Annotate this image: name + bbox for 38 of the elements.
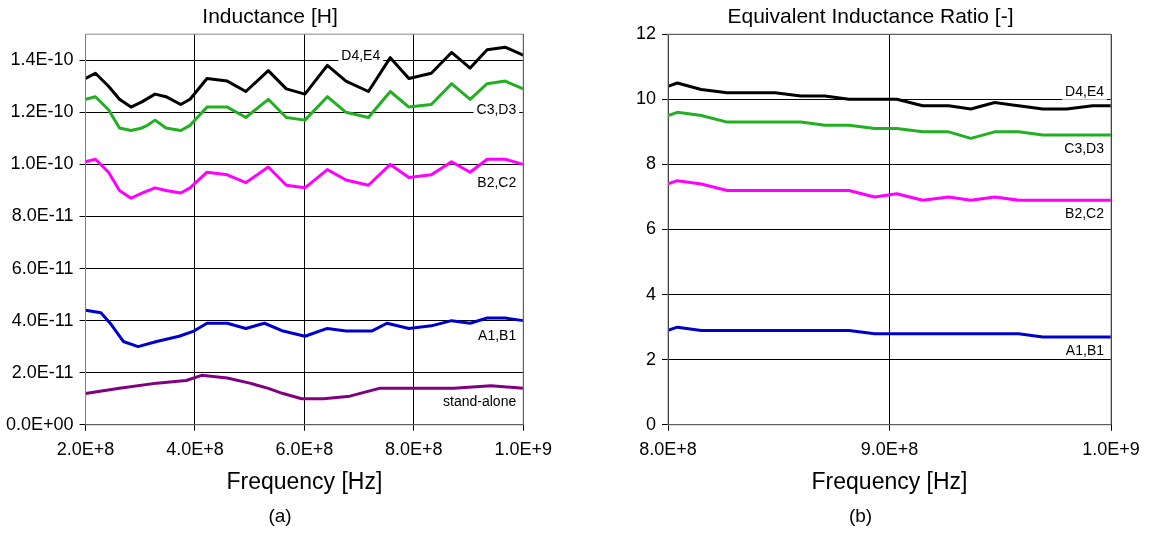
x-tick-label: 8.0E+8 — [639, 438, 697, 459]
x-tick-label: 2.0E+8 — [56, 438, 115, 459]
y-tick-label: 2 — [646, 348, 657, 369]
x-axis-title: Frequency [Hz] — [811, 467, 968, 494]
y-tick-label: 0.0E+00 — [6, 413, 74, 434]
x-tick-label: 6.0E+8 — [275, 438, 334, 459]
chart-title: Inductance [H] — [202, 4, 338, 28]
series-label: stand-alone — [443, 393, 517, 410]
chart-title: Equivalent Inductance Ratio [-] — [727, 4, 1014, 28]
series-label: C3,D3 — [1064, 139, 1105, 156]
y-tick-label: 2.0E-11 — [11, 361, 74, 382]
y-tick-label: 4 — [646, 283, 657, 304]
series-label: B2,C2 — [477, 173, 517, 190]
text: (a) — [267, 505, 293, 527]
x-tick-label: 1.0E+9 — [494, 438, 553, 459]
series-label: A1,B1 — [478, 326, 517, 343]
y-tick-label: 6.0E-11 — [11, 257, 74, 278]
series-label: B2,C2 — [1065, 205, 1105, 222]
y-tick-label: 1.4E-10 — [10, 49, 74, 70]
y-tick-label: 4.0E-11 — [11, 309, 74, 330]
y-tick-label: 8.0E-11 — [11, 205, 74, 226]
y-tick-label: 10 — [635, 88, 657, 109]
y-tick-label: 0 — [646, 413, 657, 434]
y-tick-label: 1.2E-10 — [10, 101, 74, 122]
y-tick-label: 6 — [646, 218, 657, 239]
series-label: A1,B1 — [1065, 341, 1105, 358]
x-tick-label: 9.0E+8 — [860, 438, 919, 459]
y-tick-label: 8 — [646, 153, 657, 174]
x-tick-label: 1.0E+9 — [1082, 438, 1140, 459]
x-axis-title: Frequency [Hz] — [226, 467, 383, 494]
x-tick-label: 8.0E+8 — [385, 438, 443, 459]
x-tick-label: 4.0E+8 — [166, 438, 224, 459]
series-label: D4,E4 — [1065, 82, 1105, 99]
text: (b) — [847, 505, 874, 527]
y-tick-label: 12 — [635, 23, 657, 44]
series-label: D4,E4 — [341, 46, 381, 63]
series-label: C3,D3 — [476, 101, 517, 118]
y-tick-label: 1.0E-10 — [10, 153, 74, 174]
